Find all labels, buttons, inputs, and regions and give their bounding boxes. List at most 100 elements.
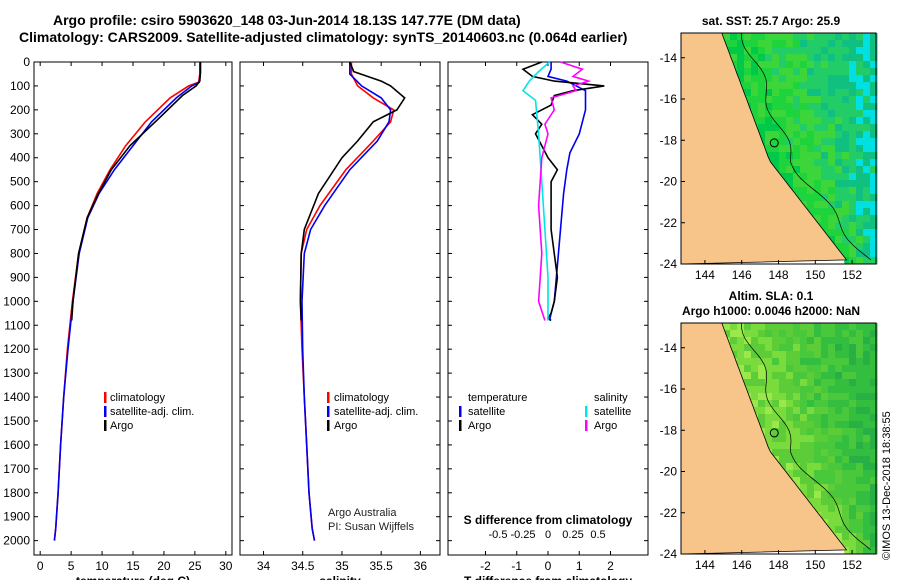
- map-cell: [800, 456, 808, 464]
- map-cell: [793, 435, 801, 443]
- map-cell: [737, 358, 745, 366]
- map-cell: [870, 421, 878, 429]
- map-cell: [814, 477, 822, 485]
- map-cell: [835, 33, 843, 41]
- map-cell: [807, 393, 815, 401]
- map-cell: [842, 152, 850, 160]
- lon-tick-label: 152: [842, 558, 862, 572]
- map-cell: [751, 400, 759, 408]
- map-cell: [772, 442, 780, 450]
- map-cell: [870, 124, 878, 132]
- map-cell: [849, 54, 857, 62]
- map-cell: [828, 484, 836, 492]
- map-cell: [849, 131, 857, 139]
- map-cell: [828, 47, 836, 55]
- map-cell: [732, 351, 740, 359]
- map-cell: [779, 386, 787, 394]
- map-cell: [828, 89, 836, 97]
- map-cell: [758, 96, 766, 104]
- map-cell: [849, 365, 857, 373]
- map-cell: [835, 89, 843, 97]
- map-cell: [807, 96, 815, 104]
- map-cell: [828, 103, 836, 111]
- map-cell: [737, 337, 745, 345]
- map-cell: [766, 442, 774, 450]
- map-cell: [856, 386, 864, 394]
- map-cell: [835, 351, 843, 359]
- map-cell: [793, 337, 801, 345]
- map-cell: [758, 407, 766, 415]
- map-cell: [856, 89, 864, 97]
- x2-tick-label: 0.5: [590, 529, 605, 541]
- map-cell: [842, 526, 850, 534]
- legend-swatch-t-satellite: [459, 406, 462, 417]
- map-cell: [793, 96, 801, 104]
- map-cell: [856, 75, 864, 83]
- map-cell: [800, 463, 808, 471]
- map-cell: [842, 166, 850, 174]
- map-cell: [807, 124, 815, 132]
- map-cell: [835, 54, 843, 62]
- map-cell: [807, 330, 815, 338]
- map-cell: [849, 222, 857, 230]
- map-cell: [744, 330, 752, 338]
- map-cell: [751, 89, 759, 97]
- map-cell: [814, 124, 822, 132]
- map-cell: [800, 180, 808, 188]
- map-cell: [870, 131, 878, 139]
- map-cell: [828, 180, 836, 188]
- map-cell: [807, 145, 815, 153]
- map-cell: [849, 82, 857, 90]
- map-cell: [842, 498, 850, 506]
- map-cell: [870, 470, 878, 478]
- map-cell: [814, 484, 822, 492]
- diff-legend-s-argo: Argo: [594, 420, 617, 432]
- map-cell: [870, 463, 878, 471]
- map-cell: [835, 484, 843, 492]
- sst-map-title: sat. SST: 25.7 Argo: 25.9: [702, 14, 841, 28]
- map-cell: [793, 75, 801, 83]
- map-cell: [814, 456, 822, 464]
- map-cell: [863, 61, 871, 69]
- map-cell: [793, 428, 801, 436]
- map-cell: [758, 414, 766, 422]
- map-cell: [842, 243, 850, 251]
- map-cell: [779, 358, 787, 366]
- series-line-salinity-satellite: [521, 61, 551, 321]
- map-cell: [828, 96, 836, 104]
- map-cell: [870, 145, 878, 153]
- map-cell: [786, 173, 794, 181]
- map-cell: [856, 187, 864, 195]
- map-cell: [814, 47, 822, 55]
- map-cell: [835, 166, 843, 174]
- map-cell: [814, 358, 822, 366]
- map-cell: [758, 47, 766, 55]
- map-cell: [793, 470, 801, 478]
- map-cell: [814, 428, 822, 436]
- map-cell: [870, 54, 878, 62]
- map-cell: [842, 75, 850, 83]
- map-cell: [730, 47, 738, 55]
- map-cell: [793, 117, 801, 125]
- map-cell: [772, 344, 780, 352]
- map-cell: [863, 435, 871, 443]
- sla-map-panel: 144 146 148 150 152 -14 -16 -18 -20 -22 -24: [660, 322, 878, 572]
- map-cell: [814, 407, 822, 415]
- map-cell: [828, 40, 836, 48]
- map-cell: [772, 372, 780, 380]
- map-cell: [814, 323, 822, 331]
- map-cell: [842, 236, 850, 244]
- map-cell: [765, 358, 773, 366]
- difference-panel: -2 -1 0 1 2T difference from climatology -0.5…: [447, 61, 649, 580]
- map-cell: [793, 414, 801, 422]
- map-cell: [870, 152, 878, 160]
- map-cell: [779, 173, 787, 181]
- map-cell: [863, 166, 871, 174]
- map-cell: [766, 152, 774, 160]
- map-cell: [800, 484, 808, 492]
- map-cell: [786, 89, 794, 97]
- map-cell: [863, 103, 871, 111]
- series-line-salinity-argo: [537, 61, 592, 321]
- map-cell: [807, 82, 815, 90]
- map-cell: [814, 166, 822, 174]
